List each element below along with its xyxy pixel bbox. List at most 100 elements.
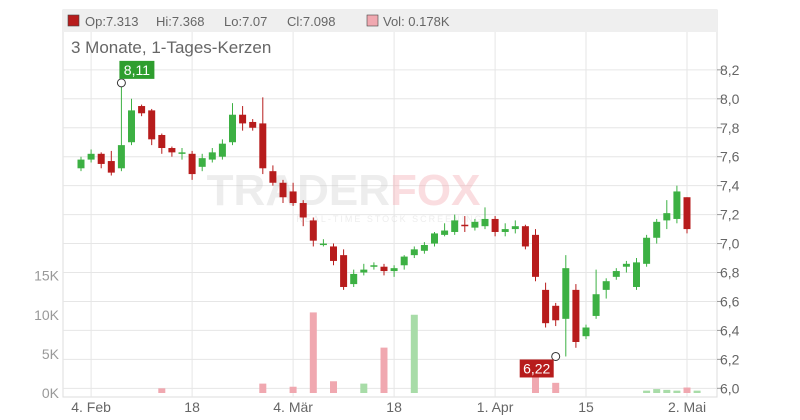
- candle-body: [360, 269, 368, 273]
- low-marker: [551, 351, 561, 361]
- candle-body: [309, 220, 317, 241]
- volume-bar: [663, 389, 671, 393]
- volume-bar: [289, 386, 297, 393]
- low-label: 6,22: [523, 360, 550, 376]
- candle: [350, 269, 358, 287]
- volume-bar: [330, 381, 337, 393]
- legend-high: Hi:7.368: [156, 14, 204, 29]
- legend-volume-swatch: [366, 14, 379, 27]
- candle-body: [77, 159, 85, 169]
- candle-body: [673, 191, 681, 219]
- candle: [410, 246, 418, 259]
- candle-body: [390, 268, 398, 272]
- candle: [511, 220, 519, 234]
- price-axis: 8,2 8,0 7,8 7,6 7,4 7,2 7,0 6,8 6,6 6,4 6,2 6,0: [717, 62, 740, 396]
- watermark-trader: TRADER: [207, 166, 390, 215]
- candle-body: [491, 218, 499, 232]
- candle: [289, 182, 297, 206]
- candle-body: [461, 224, 469, 227]
- candle-body: [451, 220, 459, 232]
- candle-body: [552, 305, 560, 321]
- candle: [340, 249, 348, 290]
- candle-body: [208, 152, 216, 160]
- high-label-box: [119, 60, 155, 79]
- candle: [239, 106, 247, 131]
- candle: [208, 148, 216, 163]
- date-tick-label: 18: [386, 399, 402, 415]
- candle: [441, 223, 449, 237]
- candle: [622, 260, 630, 273]
- candle: [380, 263, 388, 276]
- candle-body: [612, 271, 620, 277]
- candle-body: [441, 230, 449, 235]
- legend-close: Cl:7.098: [287, 14, 335, 29]
- candle: [602, 278, 610, 299]
- candle-body: [370, 265, 378, 267]
- price-tick-label: 7,8: [720, 120, 740, 136]
- candle-body: [218, 143, 226, 157]
- candle: [370, 262, 378, 270]
- candle: [107, 150, 115, 176]
- volume-bar: [309, 312, 317, 393]
- candle-body: [663, 213, 671, 221]
- watermark: TRADER FOX REAL-TIME STOCK SCREENING: [207, 166, 483, 224]
- candle-body: [319, 243, 327, 246]
- candle-body: [299, 203, 307, 218]
- price-tick-label: 8,0: [720, 91, 740, 107]
- price-tick-label: 6,2: [720, 351, 740, 367]
- candle: [87, 149, 95, 163]
- price-tick-label: 6,6: [720, 293, 740, 309]
- candle: [582, 324, 590, 340]
- volume-bar: [552, 382, 560, 393]
- date-tick-label: 4. Mär: [273, 399, 313, 415]
- price-tick-label: 7,6: [720, 149, 740, 165]
- candle: [269, 165, 277, 186]
- low-label-box: [519, 359, 554, 378]
- candle-body: [198, 158, 206, 167]
- legend-open: Op:7.313: [85, 14, 139, 29]
- volume-axis: 15K 10K 5K 0K: [34, 268, 60, 401]
- candle: [633, 258, 640, 290]
- candle-body: [117, 145, 125, 169]
- candle-body: [481, 218, 489, 227]
- candle-body: [128, 110, 135, 143]
- watermark-tagline: REAL-TIME STOCK SCREENING: [296, 214, 483, 224]
- candle: [683, 197, 691, 234]
- price-tick-label: 8,2: [720, 62, 740, 78]
- candle: [471, 218, 479, 231]
- volume-tick-label: 0K: [42, 385, 60, 401]
- legend-background: [63, 10, 717, 32]
- candle-body: [289, 191, 297, 204]
- candle-body: [521, 226, 529, 247]
- candle-body: [87, 153, 95, 160]
- date-tick-label: 18: [184, 399, 200, 415]
- high-marker: [116, 78, 126, 88]
- candle: [259, 97, 267, 175]
- candle: [198, 153, 206, 172]
- candle: [542, 282, 550, 328]
- legend-low: Lo:7.07: [224, 14, 267, 29]
- candle: [501, 223, 509, 237]
- high-label: 8,11: [124, 62, 150, 78]
- candle-body: [420, 245, 428, 251]
- candle-body: [582, 327, 590, 337]
- price-tick-label: 6,4: [720, 322, 740, 338]
- candle: [532, 229, 539, 282]
- candle: [299, 200, 307, 227]
- volume-bar: [653, 389, 661, 393]
- price-tick-label: 7,4: [720, 178, 740, 194]
- candle-body: [97, 153, 105, 164]
- candle-body: [249, 121, 257, 128]
- candle: [552, 302, 560, 327]
- candle-body: [269, 171, 277, 183]
- annotations: 8,11 6,22: [116, 60, 561, 378]
- volume-tick-label: 15K: [34, 268, 60, 284]
- candle-body: [653, 221, 661, 238]
- candle-body: [229, 114, 236, 143]
- candle: [188, 150, 196, 180]
- legend-candle-swatch: [67, 14, 80, 27]
- candle-body: [410, 249, 418, 256]
- volume-bar: [683, 387, 691, 393]
- candle: [330, 243, 337, 266]
- candle-body: [501, 229, 509, 232]
